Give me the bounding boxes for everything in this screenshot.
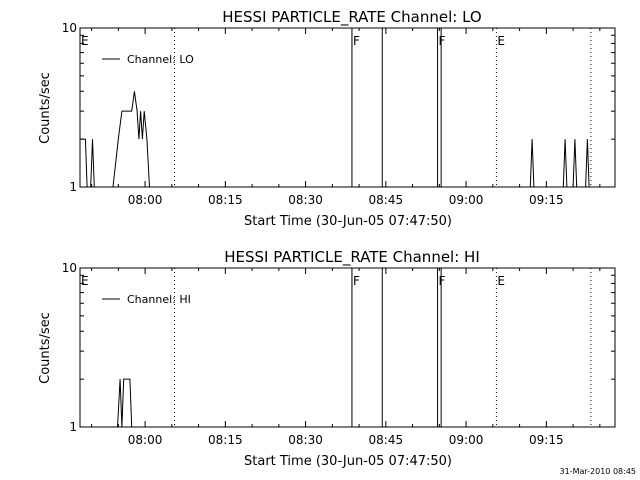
plot-frame xyxy=(79,27,616,188)
legend: Channel: HI xyxy=(102,293,191,306)
event-marker-label: F xyxy=(353,34,360,48)
event-marker-label: E xyxy=(497,34,505,48)
x-tick-label: 09:00 xyxy=(449,433,484,447)
series-line xyxy=(585,139,590,188)
series-line xyxy=(90,139,95,188)
chart-title: HESSI PARTICLE_RATE Channel: LO xyxy=(222,8,481,27)
y-tick-label: 10 xyxy=(62,261,77,275)
event-marker-label: E xyxy=(81,34,89,48)
event-marker-label: E xyxy=(81,274,89,288)
x-axis-label: Start Time (30-Jun-05 07:47:50) xyxy=(244,214,452,229)
series-line xyxy=(529,139,535,188)
series-line xyxy=(572,139,578,188)
x-tick-label: 08:00 xyxy=(128,193,163,207)
x-tick-label: 09:00 xyxy=(449,193,484,207)
chart-panel-lo: HESSI PARTICLE_RATE Channel: LO E F F E 08:… xyxy=(38,8,616,229)
chart-panel-hi: HESSI PARTICLE_RATE Channel: HI E F F E 08:… xyxy=(38,248,616,469)
legend: Channel: LO xyxy=(102,53,194,66)
x-tick-label: 08:45 xyxy=(369,193,404,207)
series-line xyxy=(117,378,133,428)
x-tick-label: 08:45 xyxy=(369,433,404,447)
y-tick-label: 1 xyxy=(69,180,77,194)
legend-label: Channel: HI xyxy=(127,293,191,306)
x-tick-label: 09:15 xyxy=(529,433,564,447)
y-tick-label: 10 xyxy=(62,21,77,35)
event-marker-label: F xyxy=(353,274,360,288)
x-tick-label: 08:30 xyxy=(288,193,323,207)
x-tick-label: 08:00 xyxy=(128,433,163,447)
y-tick-label: 1 xyxy=(69,420,77,434)
y-axis-label: Counts/sec xyxy=(38,72,53,144)
x-tick-label: 09:15 xyxy=(529,193,564,207)
series-line xyxy=(112,91,150,188)
x-axis: 08:00 08:15 08:30 08:45 09:00 09:15 xyxy=(91,28,601,207)
series-line xyxy=(562,139,568,188)
event-marker-label: E xyxy=(497,274,505,288)
event-marker-label: F xyxy=(439,34,446,48)
generation-timestamp: 31-Mar-2010 08:45 xyxy=(560,467,637,476)
y-axis: 1 10 xyxy=(62,261,615,434)
y-axis: 1 10 xyxy=(62,21,615,194)
legend-label: Channel: LO xyxy=(127,53,194,66)
x-axis: 08:00 08:15 08:30 08:45 09:00 09:15 xyxy=(91,268,601,447)
plot-frame xyxy=(79,267,616,428)
x-axis-label: Start Time (30-Jun-05 07:47:50) xyxy=(244,454,452,469)
x-tick-label: 08:15 xyxy=(208,433,243,447)
x-tick-label: 08:30 xyxy=(288,433,323,447)
event-marker-label: F xyxy=(439,274,446,288)
x-tick-label: 08:15 xyxy=(208,193,243,207)
y-axis-label: Counts/sec xyxy=(38,312,53,384)
chart-title: HESSI PARTICLE_RATE Channel: HI xyxy=(224,248,480,267)
